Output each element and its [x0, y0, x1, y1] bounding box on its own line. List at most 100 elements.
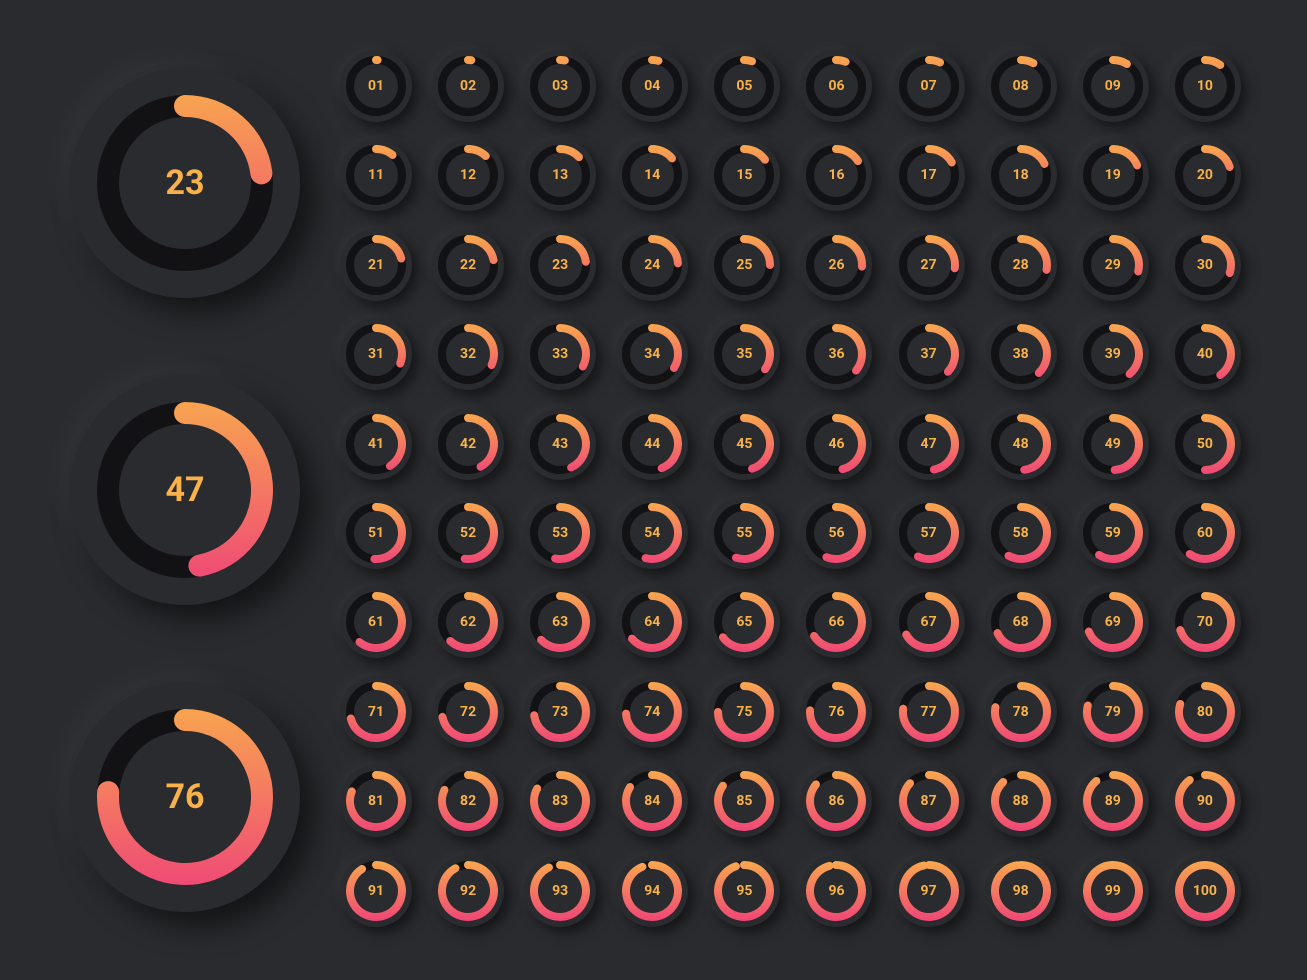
featured-rings-column: 23 47 76 [70, 50, 340, 930]
grid-ring-label: 12 [460, 167, 476, 183]
grid-ring-label: 96 [828, 883, 844, 899]
grid-ring-94: 94 [616, 855, 688, 927]
grid-ring-label: 87 [921, 793, 937, 809]
grid-ring-label: 51 [368, 525, 384, 541]
grid-ring-73: 73 [524, 676, 596, 748]
grid-ring-96: 96 [800, 855, 872, 927]
grid-ring-label: 20 [1197, 167, 1213, 183]
grid-ring-label: 76 [828, 704, 844, 720]
grid-ring-label: 86 [828, 793, 844, 809]
grid-ring-label: 53 [552, 525, 568, 541]
grid-ring-23: 23 [524, 229, 596, 301]
grid-ring-label: 52 [460, 525, 476, 541]
grid-ring-25: 25 [708, 229, 780, 301]
grid-ring-79: 79 [1077, 676, 1149, 748]
grid-ring-51: 51 [340, 497, 412, 569]
grid-ring-label: 19 [1105, 167, 1121, 183]
featured-ring-label: 76 [70, 682, 300, 912]
grid-ring-78: 78 [985, 676, 1057, 748]
grid-ring-87: 87 [893, 765, 965, 837]
grid-ring-14: 14 [616, 139, 688, 211]
grid-ring-41: 41 [340, 408, 412, 480]
grid-ring-70: 70 [1169, 586, 1241, 658]
grid-ring-9: 09 [1077, 50, 1149, 122]
grid-ring-13: 13 [524, 139, 596, 211]
grid-ring-label: 58 [1013, 525, 1029, 541]
grid-ring-label: 67 [921, 614, 937, 630]
grid-ring-label: 10 [1197, 78, 1213, 94]
grid-ring-34: 34 [616, 318, 688, 390]
grid-ring-56: 56 [800, 497, 872, 569]
grid-ring-label: 16 [828, 167, 844, 183]
grid-ring-16: 16 [800, 139, 872, 211]
grid-ring-label: 69 [1105, 614, 1121, 630]
grid-ring-label: 91 [368, 883, 384, 899]
grid-ring-label: 23 [552, 257, 568, 273]
grid-ring-label: 30 [1197, 257, 1213, 273]
grid-ring-53: 53 [524, 497, 596, 569]
grid-ring-80: 80 [1169, 676, 1241, 748]
grid-ring-label: 74 [644, 704, 660, 720]
grid-ring-label: 15 [736, 167, 752, 183]
grid-ring-label: 92 [460, 883, 476, 899]
grid-ring-2: 02 [432, 50, 504, 122]
grid-ring-69: 69 [1077, 586, 1149, 658]
grid-ring-71: 71 [340, 676, 412, 748]
grid-ring-44: 44 [616, 408, 688, 480]
grid-ring-label: 25 [736, 257, 752, 273]
grid-ring-label: 90 [1197, 793, 1213, 809]
grid-ring-63: 63 [524, 586, 596, 658]
grid-ring-86: 86 [800, 765, 872, 837]
grid-ring-54: 54 [616, 497, 688, 569]
grid-ring-43: 43 [524, 408, 596, 480]
grid-ring-label: 55 [736, 525, 752, 541]
grid-ring-label: 47 [921, 436, 937, 452]
grid-ring-3: 03 [524, 50, 596, 122]
grid-ring-58: 58 [985, 497, 1057, 569]
grid-ring-label: 93 [552, 883, 568, 899]
grid-ring-label: 60 [1197, 525, 1213, 541]
grid-ring-10: 10 [1169, 50, 1241, 122]
grid-ring-label: 09 [1105, 78, 1121, 94]
grid-ring-label: 98 [1013, 883, 1029, 899]
grid-ring-68: 68 [985, 586, 1057, 658]
grid-ring-90: 90 [1169, 765, 1241, 837]
grid-ring-label: 61 [368, 614, 384, 630]
grid-ring-label: 94 [644, 883, 660, 899]
grid-ring-label: 01 [368, 78, 384, 94]
grid-ring-45: 45 [708, 408, 780, 480]
grid-ring-label: 66 [828, 614, 844, 630]
grid-ring-100: 100 [1169, 855, 1241, 927]
grid-ring-label: 59 [1105, 525, 1121, 541]
grid-ring-label: 79 [1105, 704, 1121, 720]
grid-ring-label: 81 [368, 793, 384, 809]
grid-ring-83: 83 [524, 765, 596, 837]
grid-ring-label: 45 [736, 436, 752, 452]
grid-ring-92: 92 [432, 855, 504, 927]
grid-ring-81: 81 [340, 765, 412, 837]
grid-ring-label: 100 [1193, 883, 1217, 899]
grid-ring-label: 38 [1013, 346, 1029, 362]
grid-ring-label: 03 [552, 78, 568, 94]
grid-ring-20: 20 [1169, 139, 1241, 211]
grid-ring-label: 26 [828, 257, 844, 273]
grid-ring-label: 36 [828, 346, 844, 362]
grid-ring-label: 21 [368, 257, 384, 273]
grid-ring-label: 33 [552, 346, 568, 362]
featured-ring-76: 76 [70, 682, 300, 912]
progress-ring-showcase: 23 47 76 01 [0, 0, 1307, 980]
grid-ring-88: 88 [985, 765, 1057, 837]
grid-ring-12: 12 [432, 139, 504, 211]
grid-ring-57: 57 [893, 497, 965, 569]
grid-ring-74: 74 [616, 676, 688, 748]
grid-ring-33: 33 [524, 318, 596, 390]
grid-ring-97: 97 [893, 855, 965, 927]
grid-ring-label: 97 [921, 883, 937, 899]
grid-ring-37: 37 [893, 318, 965, 390]
grid-ring-label: 24 [644, 257, 660, 273]
grid-ring-label: 88 [1013, 793, 1029, 809]
grid-ring-55: 55 [708, 497, 780, 569]
featured-ring-23: 23 [70, 68, 300, 298]
grid-ring-65: 65 [708, 586, 780, 658]
grid-ring-label: 48 [1013, 436, 1029, 452]
